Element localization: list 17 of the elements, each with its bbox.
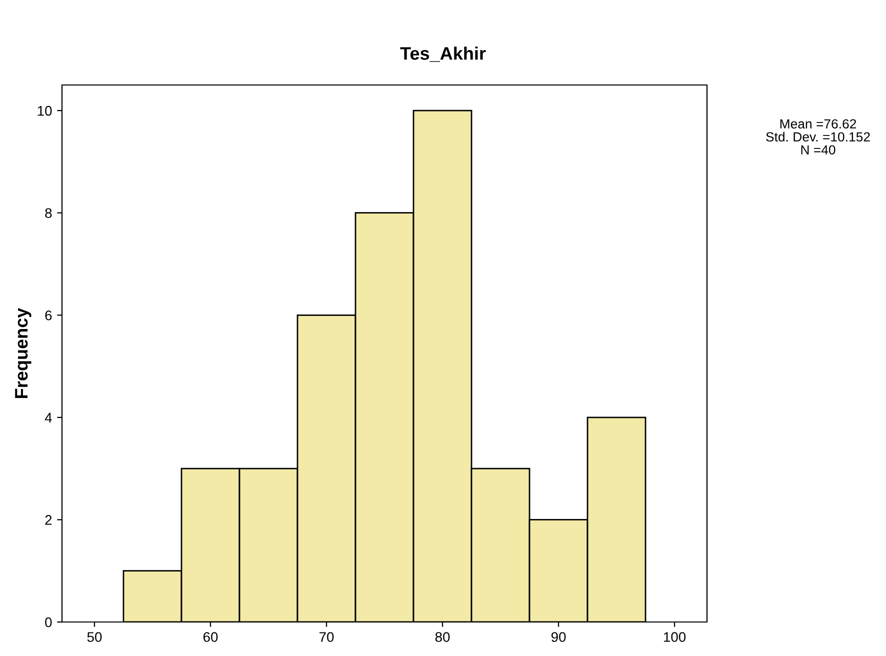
y-tick-label: 6 xyxy=(45,310,52,320)
y-tick-label: 0 xyxy=(45,617,52,628)
x-tick-label: 90 xyxy=(551,632,566,642)
x-tick-label: 100 xyxy=(664,632,686,642)
text: Std. Dev. =10.152 xyxy=(766,132,870,142)
x-tick-label: 70 xyxy=(319,632,334,642)
chart-title: Tes_Akhir xyxy=(400,46,486,62)
text: N =40 xyxy=(801,145,836,155)
y-tick-label: 4 xyxy=(44,412,52,422)
y-tick-label: 8 xyxy=(45,208,52,218)
y-tick-label: 2 xyxy=(45,515,52,525)
x-tick-label: 50 xyxy=(87,632,102,642)
y-axis-title: Frequency xyxy=(15,308,32,398)
x-tick-label: 80 xyxy=(435,632,450,642)
y-tick-label: 10 xyxy=(38,106,52,116)
x-tick-label: 60 xyxy=(203,632,218,642)
text: Mean =76.62 xyxy=(780,119,856,129)
